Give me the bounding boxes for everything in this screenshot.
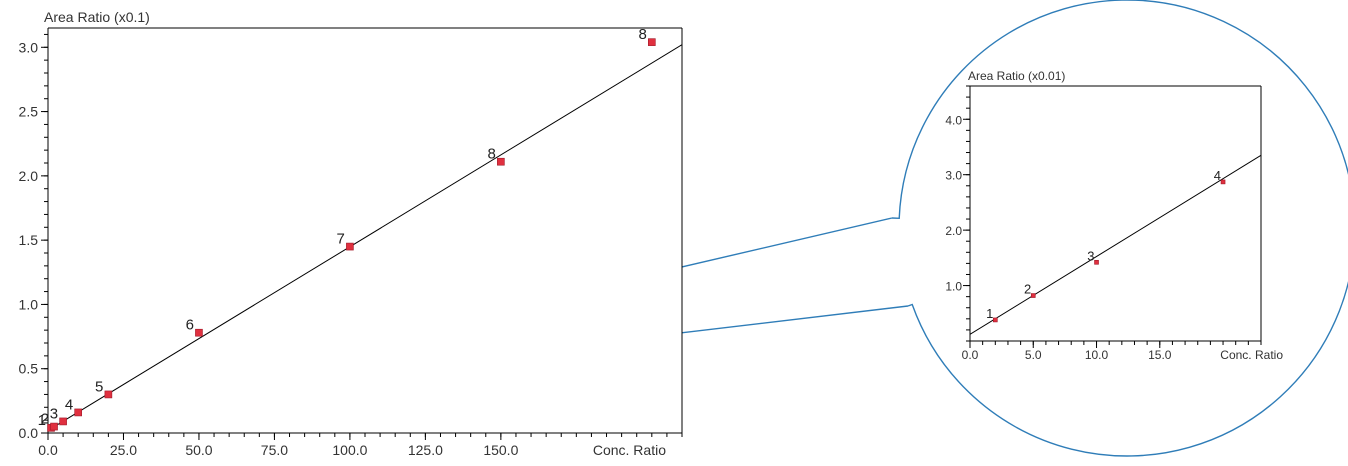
zoom-y-tick-label: 1.0: [945, 280, 962, 294]
main-y-tick-label: 1.5: [19, 232, 39, 248]
main-y-tick-label: 0.0: [19, 425, 39, 441]
zoom-y-axis-title: Area Ratio (x0.01): [968, 69, 1065, 83]
zoom-fit-line: [970, 154, 1261, 335]
zoom-y-tick-label: 3.0: [945, 169, 962, 183]
main-x-tick-label: 50.0: [185, 442, 212, 458]
main-point-label-9: 8: [638, 26, 646, 43]
zoom-x-tick-label: 15.0: [1148, 348, 1172, 362]
zoom-x-tick-label: 10.0: [1085, 348, 1109, 362]
main-plot-area: [48, 28, 682, 433]
main-point-label-2: 2: [41, 411, 49, 428]
main-x-tick-label: 125.0: [408, 442, 443, 458]
zoom-y-tick-label: 2.0: [945, 224, 962, 238]
main-point-label-4: 4: [65, 396, 73, 413]
main-point-4: [74, 408, 82, 417]
zoom-point-label-2: 2: [1024, 282, 1031, 297]
main-y-tick-label: 2.0: [19, 168, 39, 184]
zoom-point-1: [993, 317, 998, 323]
main-point-label-3: 3: [50, 405, 58, 422]
main-y-axis-title: Area Ratio (x0.1): [44, 9, 150, 25]
zoom-point-3: [1094, 259, 1099, 265]
zoom-x-axis-title: Conc. Ratio: [1220, 348, 1283, 362]
main-x-axis-title: Conc. Ratio: [593, 442, 666, 458]
main-chart: 0.0 25.0 50.0 75.0 100.0 125.0 150.0 0.0 0.5 1.0 1…: [19, 9, 683, 458]
zoom-chart: 0.0 5.0 10.0 15.0 1.0 2.0 3.0 4.0 Area Ratio (x0…: [945, 69, 1283, 362]
main-x-tick-label: 150.0: [483, 442, 518, 458]
main-point-6: [195, 328, 203, 337]
main-fit-line: [48, 44, 682, 431]
zoom-point-4: [1220, 179, 1226, 185]
main-x-tick-label: 75.0: [261, 442, 288, 458]
main-x-tick-label: 25.0: [110, 442, 137, 458]
main-point-8: [497, 157, 505, 166]
zoom-point-2: [1030, 293, 1036, 298]
main-point-label-1: 1: [38, 412, 46, 429]
main-point-2: [50, 422, 58, 431]
zoom-x-tick-label: 0.0: [962, 348, 979, 362]
main-point-label-6: 6: [186, 317, 194, 334]
zoom-point-label-1: 1: [986, 306, 993, 321]
main-point-label-5: 5: [95, 378, 103, 395]
zoom-y-tick-label: 4.0: [945, 113, 962, 127]
main-x-tick-label: 100.0: [332, 442, 367, 458]
main-y-tick-label: 1.0: [19, 296, 39, 312]
main-point-label-8: 8: [488, 146, 496, 163]
main-y-tick-label: 0.5: [19, 361, 39, 377]
main-y-tick-label: 3.0: [19, 39, 39, 55]
main-point-9: [648, 38, 656, 46]
main-x-tick-label: 0.0: [38, 442, 58, 458]
main-point-3: [59, 417, 67, 426]
main-point-5: [104, 390, 113, 399]
zoom-point-label-3: 3: [1087, 248, 1094, 263]
zoom-x-tick-label: 5.0: [1025, 348, 1042, 362]
main-point-label-7: 7: [337, 231, 345, 248]
zoom-point-label-4: 4: [1214, 168, 1221, 183]
main-point-7: [346, 242, 354, 251]
main-y-tick-label: 2.5: [19, 104, 39, 120]
zoom-plot-area: [970, 86, 1261, 341]
